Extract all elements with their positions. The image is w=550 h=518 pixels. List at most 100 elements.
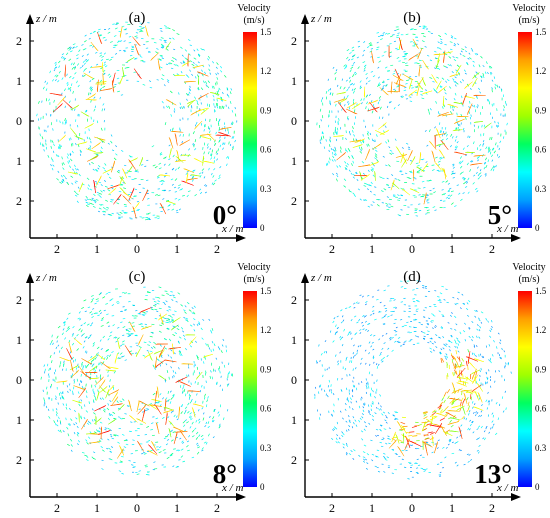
colorbar-tick-label: 1.5 — [535, 286, 547, 296]
vector-c — [101, 317, 104, 320]
vector-c — [99, 374, 102, 378]
jet-c — [181, 363, 193, 365]
vector-d — [466, 453, 469, 456]
jet-a — [57, 134, 66, 143]
vector-a — [62, 178, 65, 182]
vector-c — [75, 367, 78, 370]
colorbar-tick-label: 0.9 — [535, 364, 547, 374]
jet-c — [147, 450, 158, 456]
jet-a — [187, 100, 195, 108]
vector-b — [359, 86, 363, 90]
vector-a — [169, 62, 173, 65]
vector-a — [186, 75, 190, 78]
vector-b — [336, 172, 338, 175]
vector-a — [95, 199, 99, 201]
vector-d — [457, 297, 459, 300]
vector-d — [353, 307, 356, 309]
vector-d — [447, 395, 450, 400]
vector-c — [159, 344, 162, 347]
vector-d — [423, 433, 429, 437]
colorbar-tick-label: 1.2 — [260, 66, 271, 76]
vector-a — [103, 52, 107, 55]
vector-b — [478, 172, 482, 175]
jet-c — [173, 427, 185, 432]
vector-c — [70, 418, 73, 422]
vector-a — [131, 45, 134, 47]
vector-a — [210, 153, 212, 157]
vector-a — [226, 156, 229, 159]
vector-d — [336, 315, 339, 318]
vector-a — [87, 187, 90, 190]
vector-d — [339, 335, 342, 339]
vector-b — [332, 173, 335, 176]
vector-d — [495, 401, 498, 405]
vector-d — [447, 339, 450, 343]
vector-c — [159, 393, 162, 396]
vector-a — [89, 80, 92, 83]
vector-c — [60, 422, 62, 425]
vector-c — [94, 431, 97, 434]
vector-c — [185, 317, 189, 320]
vector-a — [220, 96, 222, 100]
vector-d — [478, 444, 481, 447]
vector-b — [403, 89, 407, 92]
angle-label: 5° — [488, 200, 512, 230]
jet-a — [203, 161, 215, 164]
vector-b — [451, 170, 454, 173]
vector-b — [455, 69, 458, 72]
vector-d — [362, 295, 364, 298]
vector-b — [468, 52, 471, 55]
vector-d — [327, 395, 329, 398]
jet-a — [107, 184, 120, 190]
vector-d — [352, 458, 355, 460]
vector-a — [67, 153, 69, 157]
vector-c — [183, 309, 186, 312]
vector-a — [97, 194, 101, 196]
vector-d — [362, 314, 365, 317]
jet-b — [346, 102, 357, 109]
vector-d — [345, 358, 347, 361]
vector-d — [435, 346, 438, 348]
vector-d — [376, 449, 380, 452]
jet-a — [150, 52, 160, 61]
vector-d — [427, 431, 433, 434]
vector-b — [471, 49, 474, 52]
vector-b — [447, 197, 451, 199]
vector-d — [456, 464, 459, 467]
x-tick-label: 1 — [449, 242, 455, 256]
vector-a — [93, 199, 96, 202]
vector-b — [483, 161, 486, 164]
vector-c — [194, 400, 197, 404]
vector-d — [439, 409, 443, 413]
vector-a — [51, 167, 54, 171]
jet-a — [52, 103, 63, 113]
vector-b — [389, 101, 392, 104]
vector-a — [181, 141, 184, 144]
vector-a — [173, 48, 176, 51]
vector-c — [128, 301, 131, 303]
y-tick-label: 2 — [16, 453, 22, 467]
vector-b — [436, 76, 440, 79]
vector-b — [464, 50, 468, 53]
vector-d — [341, 315, 344, 318]
vector-d — [433, 305, 437, 307]
vector-d — [407, 478, 410, 480]
jet-a — [95, 83, 107, 85]
vector-d — [394, 411, 397, 414]
vector-d — [455, 341, 457, 345]
vector-a — [212, 182, 216, 186]
vector-d — [367, 323, 370, 326]
vector-d — [422, 287, 425, 289]
vector-a — [66, 182, 70, 186]
x-axis-arrow — [511, 493, 521, 501]
jet-b — [470, 162, 483, 166]
vector-b — [404, 172, 408, 174]
vector-d — [441, 314, 445, 316]
vector-c — [92, 451, 96, 454]
vector-c — [144, 323, 148, 326]
jet-c — [128, 399, 132, 412]
vector-b — [365, 82, 368, 85]
vector-a — [58, 146, 61, 150]
vector-d — [485, 317, 487, 321]
vector-a — [59, 181, 62, 184]
